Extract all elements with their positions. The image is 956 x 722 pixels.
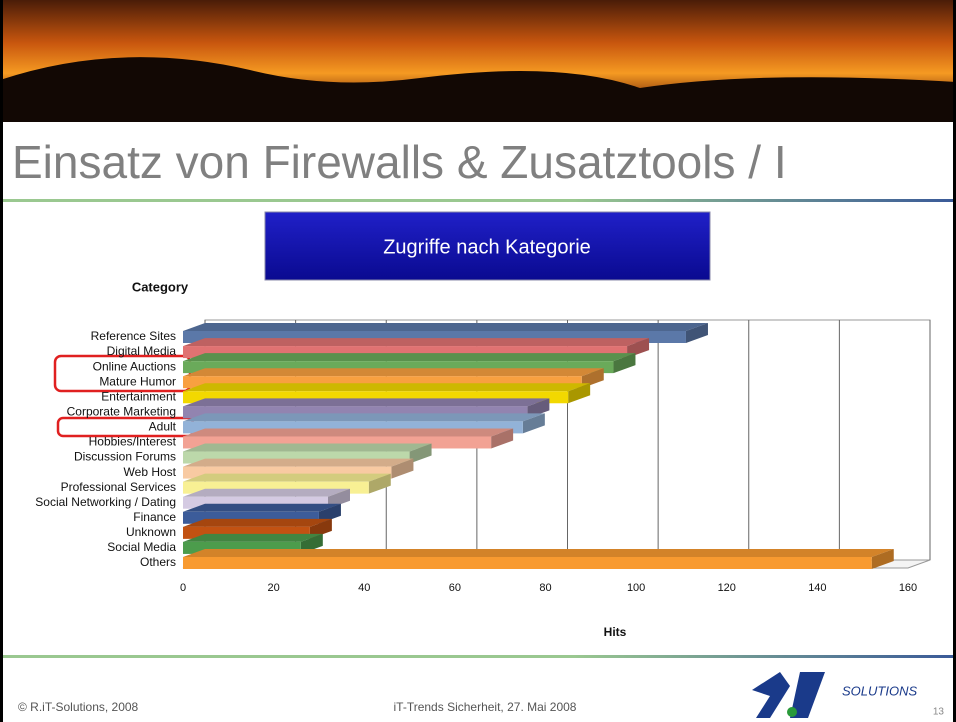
x-tick-label: 80 xyxy=(539,582,551,594)
x-tick-label: 20 xyxy=(268,582,280,594)
box-title: Zugriffe nach Kategorie xyxy=(383,236,591,258)
slide: Einsatz von Firewalls & Zusatztools / I … xyxy=(0,0,956,722)
bar-top xyxy=(183,534,323,542)
footer-center: iT-Trends Sicherheit, 27. Mai 2008 xyxy=(394,700,577,714)
bar-top xyxy=(183,428,513,436)
bar-top xyxy=(183,519,332,527)
bar-top xyxy=(183,504,341,512)
y-tick-label: Finance xyxy=(133,510,176,524)
y-tick-label: Mature Humor xyxy=(99,374,176,388)
bar-top xyxy=(183,489,350,497)
bar-top xyxy=(183,413,545,421)
footer-left: © R.iT-Solutions, 2008 xyxy=(18,700,139,714)
y-tick-label: Reference Sites xyxy=(91,329,176,343)
x-tick-label: 160 xyxy=(899,582,917,594)
x-tick-label: 140 xyxy=(808,582,826,594)
y-tick-label: Hobbies/Interest xyxy=(89,435,177,449)
slide-title: Einsatz von Firewalls & Zusatztools / I xyxy=(12,136,787,188)
footer-rule xyxy=(3,655,953,658)
bar-top xyxy=(183,444,432,452)
bar-top xyxy=(183,368,604,376)
y-tick-label: Adult xyxy=(149,420,177,434)
x-tick-label: 100 xyxy=(627,582,645,594)
y-tick-label: Discussion Forums xyxy=(74,450,176,464)
y-tick-label: Social Networking / Dating xyxy=(35,495,176,509)
title-rule xyxy=(3,199,953,202)
y-tick-label: Unknown xyxy=(126,525,176,539)
bar-top xyxy=(183,474,391,482)
logo-dot xyxy=(787,707,797,717)
x-tick-label: 40 xyxy=(358,582,370,594)
x-tick-label: 0 xyxy=(180,582,186,594)
y-tick-label: Others xyxy=(140,555,176,569)
y-tick-label: Web Host xyxy=(124,465,177,479)
y-tick-label: Online Auctions xyxy=(93,359,176,373)
bar-top xyxy=(183,383,590,391)
border-left xyxy=(0,0,3,722)
bar-top xyxy=(183,323,708,331)
y-tick-label: Social Media xyxy=(107,540,176,554)
page-number: 13 xyxy=(933,707,945,718)
bar xyxy=(183,557,872,569)
y-axis-label: Category xyxy=(132,279,189,294)
y-tick-label: Professional Services xyxy=(61,480,176,494)
bar-top xyxy=(183,338,649,346)
x-tick-label: 120 xyxy=(718,582,736,594)
bar-top xyxy=(183,398,549,406)
x-axis-label: Hits xyxy=(604,625,627,639)
y-tick-label: Entertainment xyxy=(101,389,176,403)
logo-text: SOLUTIONS xyxy=(842,683,917,698)
bar-top xyxy=(183,549,894,557)
slide-canvas: Einsatz von Firewalls & Zusatztools / I … xyxy=(0,0,956,722)
y-tick-label: Corporate Marketing xyxy=(67,405,176,419)
bar-top xyxy=(183,353,635,361)
x-tick-label: 60 xyxy=(449,582,461,594)
y-tick-label: Digital Media xyxy=(107,344,177,358)
bar-top xyxy=(183,459,413,467)
